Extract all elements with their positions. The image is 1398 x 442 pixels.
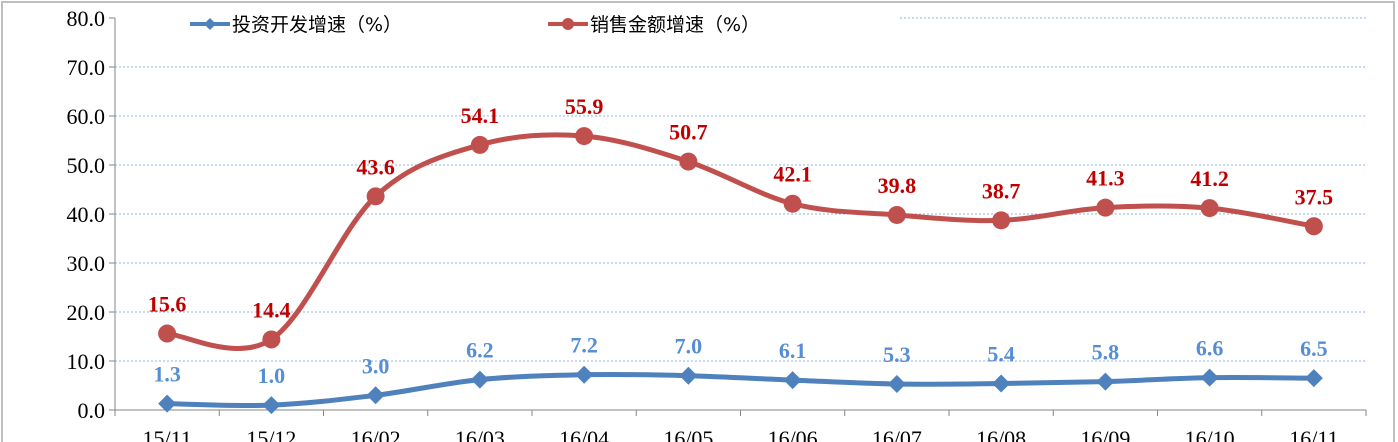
y-tick-label: 40.0 <box>67 202 106 227</box>
data-point <box>366 386 385 405</box>
data-point <box>262 330 281 349</box>
x-tick-label: 16/06 <box>768 426 818 442</box>
x-tick-label: 16/11 <box>1289 426 1338 442</box>
data-label: 6.1 <box>779 338 807 363</box>
x-tick-label: 16/07 <box>872 426 922 442</box>
y-tick-label: 60.0 <box>67 104 106 129</box>
data-point <box>992 211 1011 230</box>
data-label: 14.4 <box>252 297 291 322</box>
data-point <box>679 366 698 385</box>
data-point <box>1096 372 1115 391</box>
legend-item-investment: 投资开发增速（%） <box>188 10 402 37</box>
y-tick-label: 50.0 <box>67 153 106 178</box>
legend-label: 销售金额增速（%） <box>590 14 761 36</box>
y-tick-label: 0.0 <box>78 398 106 423</box>
legend-circle-marker-icon <box>548 17 588 30</box>
y-tick-label: 70.0 <box>67 55 106 80</box>
x-tick-label: 15/12 <box>246 426 296 442</box>
data-point <box>470 370 489 389</box>
data-label: 5.8 <box>1092 340 1120 365</box>
x-tick-label: 16/04 <box>559 426 609 442</box>
data-point <box>262 396 281 415</box>
y-tick-label: 30.0 <box>67 251 106 276</box>
x-tick-label: 16/08 <box>976 426 1026 442</box>
data-label: 6.5 <box>1300 336 1328 361</box>
data-point <box>470 135 489 154</box>
data-point <box>158 324 177 343</box>
data-point <box>1304 369 1323 388</box>
data-point <box>575 127 594 146</box>
data-label: 39.8 <box>878 173 917 198</box>
data-label: 37.5 <box>1295 184 1334 209</box>
data-label: 6.6 <box>1196 336 1224 361</box>
data-label: 5.3 <box>883 342 911 367</box>
data-label: 3.0 <box>362 353 390 378</box>
legend-diamond-marker-icon <box>190 17 230 30</box>
series-line-1 <box>166 132 1315 351</box>
data-label: 50.7 <box>669 120 708 145</box>
data-label: 54.1 <box>461 103 500 128</box>
legend-label: 投资开发增速（%） <box>232 14 403 36</box>
data-point <box>366 187 385 206</box>
data-label: 7.2 <box>570 333 598 358</box>
data-point <box>158 394 177 413</box>
data-label: 43.6 <box>356 154 395 179</box>
data-point <box>1200 368 1219 387</box>
data-point <box>887 205 906 224</box>
x-tick-label: 16/09 <box>1080 426 1130 442</box>
y-tick-label: 10.0 <box>67 349 106 374</box>
x-tick-label: 16/05 <box>663 426 713 442</box>
data-point <box>887 375 906 394</box>
y-tick-label: 80.0 <box>67 6 106 31</box>
data-label: 15.6 <box>148 292 187 317</box>
x-tick-label: 16/03 <box>455 426 505 442</box>
data-point <box>992 374 1011 393</box>
data-point <box>679 152 698 171</box>
series-line-0 <box>167 371 1314 408</box>
data-point <box>1200 199 1219 218</box>
data-point <box>1096 198 1115 217</box>
data-point <box>1304 217 1323 236</box>
data-label: 7.0 <box>675 334 703 359</box>
x-tick-label: 16/10 <box>1185 426 1235 442</box>
data-point <box>783 194 802 213</box>
data-label: 5.4 <box>987 342 1015 367</box>
y-tick-label: 20.0 <box>67 300 106 325</box>
x-tick-label: 15/11 <box>142 426 191 442</box>
data-point <box>783 371 802 390</box>
data-point <box>575 365 594 384</box>
data-label: 41.3 <box>1086 166 1125 191</box>
x-tick-label: 16/02 <box>351 426 401 442</box>
data-label: 41.2 <box>1190 166 1229 191</box>
data-label: 6.2 <box>466 338 494 363</box>
legend-item-sales: 销售金额增速（%） <box>546 10 760 37</box>
data-label: 38.7 <box>982 178 1021 203</box>
data-label: 42.1 <box>773 162 812 187</box>
data-label: 1.0 <box>258 363 286 388</box>
data-label: 1.3 <box>153 362 181 387</box>
data-label: 55.9 <box>565 94 604 119</box>
